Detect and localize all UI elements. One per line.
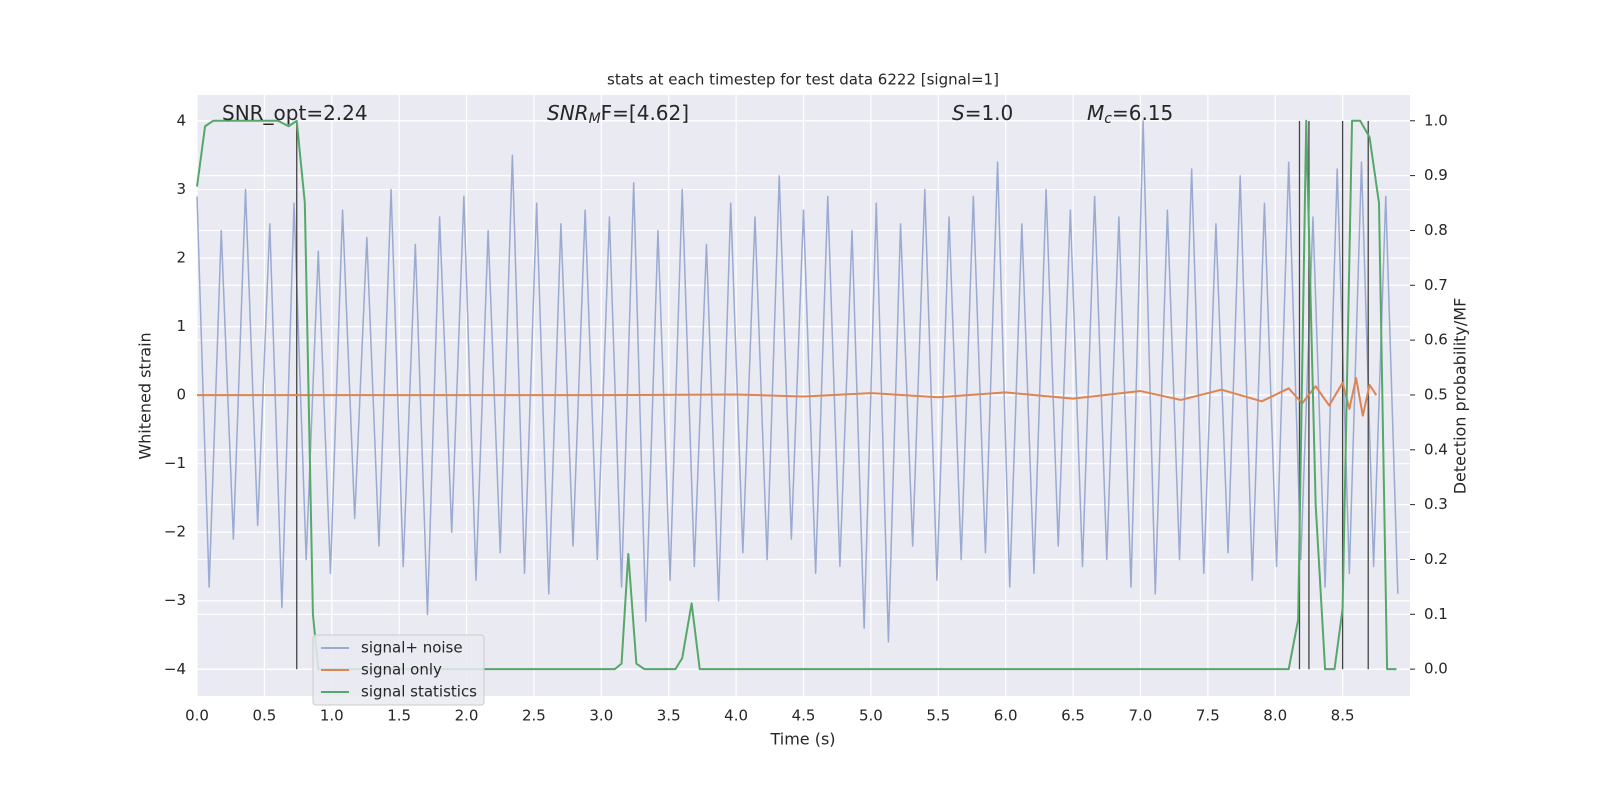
- x-tick-label: 6.0: [994, 707, 1018, 725]
- series-line: [196, 119, 1397, 671]
- annotation-text: SNR_opt=2.24: [222, 101, 368, 125]
- y-tick-label: 4: [176, 112, 186, 130]
- y2-tick-label: 0.6: [1424, 331, 1448, 349]
- y-tick-label: 3: [176, 180, 186, 198]
- annotation-base: S: [952, 101, 965, 125]
- legend-label: signal+ noise: [361, 639, 463, 657]
- x-tick-label: 8.5: [1331, 707, 1355, 725]
- legend-box: [312, 634, 485, 706]
- annotation-base: SNR: [547, 101, 589, 125]
- series-line: [196, 120, 1399, 643]
- y2-tick-label: 0.4: [1424, 440, 1448, 458]
- x-tick-label: 0.0: [185, 707, 209, 725]
- x-tick-label: 1.0: [320, 707, 344, 725]
- annotation-tail: =6.15: [1112, 101, 1173, 125]
- x-tick-label: 3.5: [657, 707, 681, 725]
- y2-tick-label: 0.3: [1424, 495, 1448, 513]
- x-tick-label: 6.5: [1061, 707, 1085, 725]
- annotation: Mc=6.15: [1087, 101, 1173, 128]
- y-tick-label: −1: [164, 454, 186, 472]
- y-tick-label: 0: [176, 386, 186, 404]
- annotation-tail: F=[4.62]: [601, 101, 689, 125]
- legend: signal+ noise signal only signal statistic…: [312, 634, 485, 706]
- x-axis-label: Time (s): [769, 730, 835, 749]
- y-axis-label: Whitened strain: [136, 332, 155, 459]
- legend-label: signal statistics: [361, 683, 477, 701]
- series-line: [197, 377, 1378, 417]
- x-tick-label: 5.5: [926, 707, 950, 725]
- y-tick-label: −4: [164, 660, 186, 678]
- x-tick-label: 5.0: [859, 707, 883, 725]
- x-tick-label: 7.5: [1196, 707, 1220, 725]
- y2-tick-label: 0.0: [1424, 660, 1448, 678]
- annotations: SNR_opt=2.24 SNRMF=[4.62] S=1.0 Mc=6.15: [222, 101, 1173, 128]
- x-tick-label: 7.0: [1129, 707, 1153, 725]
- y-tick-label: 2: [176, 249, 186, 267]
- x-tick-label: 2.0: [455, 707, 479, 725]
- annotation: S=1.0: [952, 101, 1013, 125]
- chart-title: stats at each timestep for test data 622…: [607, 71, 999, 89]
- y2-tick-label: 0.7: [1424, 276, 1448, 294]
- y2-tick-label: 0.2: [1424, 550, 1448, 568]
- y2-tick-label: 1.0: [1424, 111, 1448, 129]
- y-tick-label: 1: [176, 317, 186, 335]
- y2-tick-label: 0.1: [1424, 605, 1448, 623]
- annotation: SNRMF=[4.62]: [547, 101, 689, 128]
- annotation: SNR_opt=2.24: [222, 101, 368, 125]
- x-tick-label: 3.0: [589, 707, 613, 725]
- x-tick-label: 4.5: [792, 707, 816, 725]
- annotation-sub: c: [1104, 111, 1112, 127]
- y2-tick-label: 0.5: [1424, 385, 1448, 403]
- grid: [196, 95, 1410, 696]
- legend-label: signal only: [361, 661, 442, 679]
- y-tick-label: −3: [164, 591, 186, 609]
- y-tick-label: −2: [164, 523, 186, 541]
- annotation-base: M: [1087, 101, 1104, 125]
- y2-tick-label: 0.8: [1424, 221, 1448, 239]
- x-tick-label: 4.0: [724, 707, 748, 725]
- annotation-sub: M: [589, 111, 601, 127]
- y2-axis-label: Detection probability/MF: [1451, 298, 1470, 495]
- y2-tick-label: 0.9: [1424, 166, 1448, 184]
- x-tick-label: 8.0: [1263, 707, 1287, 725]
- annotation-tail: =1.0: [965, 101, 1014, 125]
- x-tick-label: 1.5: [387, 707, 411, 725]
- x-tick-label: 2.5: [522, 707, 546, 725]
- marks: [196, 119, 1399, 671]
- x-tick-label: 0.5: [252, 707, 276, 725]
